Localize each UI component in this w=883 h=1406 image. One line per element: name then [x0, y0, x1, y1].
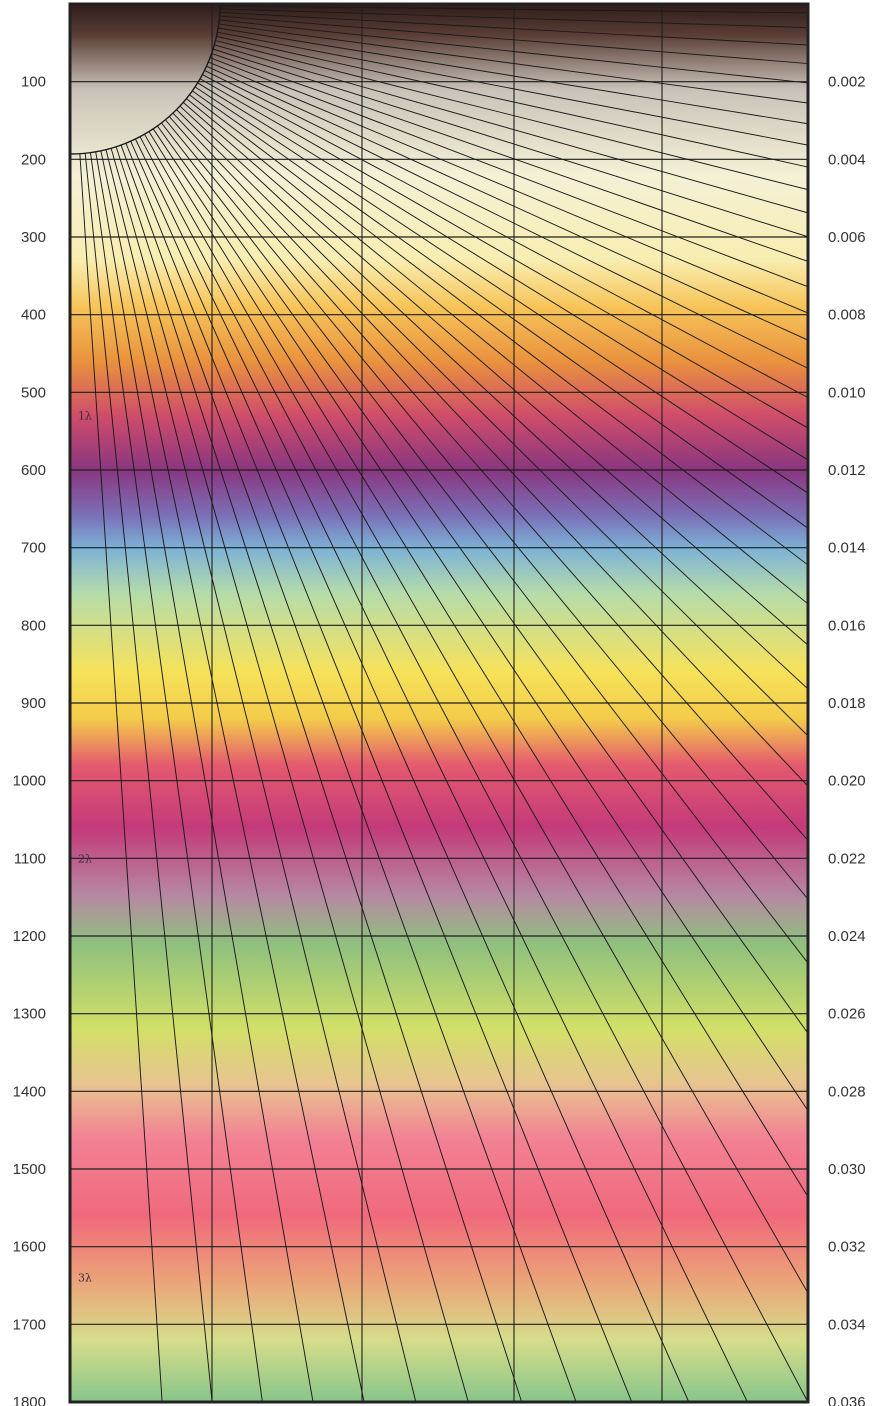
ray-line [194, 86, 808, 494]
ray-line [110, 148, 469, 1402]
ray-line [211, 52, 808, 262]
right-tick-label: 0.022 [828, 850, 866, 867]
right-tick-label: 0.012 [828, 462, 866, 479]
left-tick-label: 500 [21, 384, 46, 401]
ray-line [219, 11, 808, 46]
right-tick-label: 0.034 [828, 1316, 866, 1333]
ray-line [202, 74, 808, 399]
ray-line [152, 128, 808, 1112]
ray-line [215, 40, 808, 191]
ray-line [95, 151, 314, 1402]
right-tick-label: 0.018 [828, 695, 866, 712]
ray-line [197, 82, 808, 461]
right-tick-label: 0.036 [828, 1394, 866, 1406]
ray-line [134, 138, 748, 1402]
ray-line [186, 98, 808, 605]
left-tick-label: 1500 [13, 1161, 46, 1178]
ray-line [219, 15, 808, 65]
right-tick-label: 0.032 [828, 1239, 866, 1256]
right-tick-label: 0.020 [828, 773, 866, 790]
ray-line [84, 153, 213, 1402]
ray-line [212, 48, 808, 238]
left-axis-ticks: 100 200 300 400 500 600 700 800 900 1000 1100 1200 1… [13, 74, 46, 1406]
right-tick-label: 0.004 [828, 151, 866, 168]
right-tick-label: 0.006 [828, 229, 866, 246]
ray-line [216, 35, 808, 168]
ray-line [218, 23, 808, 104]
right-tick-label: 0.024 [828, 928, 866, 945]
left-tick-label: 1200 [13, 928, 46, 945]
ray-line [148, 131, 808, 1198]
ray-line [144, 133, 808, 1294]
right-tick-label: 0.014 [828, 540, 866, 557]
order-label: 3λ [78, 1272, 92, 1285]
ray-line [179, 105, 808, 690]
right-axis-ticks: 0.002 0.004 0.006 0.008 0.010 0.012 0.014 0.016… [828, 74, 866, 1406]
order-label: 2λ [78, 852, 92, 865]
left-tick-label: 700 [21, 540, 46, 557]
left-tick-label: 200 [21, 151, 46, 168]
left-tick-label: 100 [21, 74, 46, 91]
ray-line [208, 61, 808, 314]
ray-line [192, 90, 808, 529]
ray-line [209, 57, 808, 288]
vertical-grid [211, 4, 663, 1402]
ray-line [172, 112, 808, 787]
ray-line [217, 27, 808, 125]
ray-line [125, 143, 633, 1402]
right-tick-label: 0.030 [828, 1161, 866, 1178]
ray-line [182, 102, 808, 646]
left-tick-label: 1400 [13, 1083, 46, 1100]
ray-line [219, 5, 808, 14]
order-label: 1λ [78, 410, 92, 423]
ray-line [217, 31, 808, 146]
corner-arc [69, 3, 221, 155]
right-tick-label: 0.008 [828, 307, 866, 324]
ray-line [79, 153, 163, 1402]
ray-line [161, 122, 808, 964]
order-labels: 1λ 2λ 3λ [78, 410, 92, 1285]
left-tick-label: 1800 [13, 1394, 46, 1406]
left-tick-label: 600 [21, 462, 46, 479]
ray-line [204, 69, 808, 369]
left-tick-label: 900 [21, 695, 46, 712]
right-tick-label: 0.028 [828, 1083, 866, 1100]
ray-line [206, 65, 808, 341]
ray-line [120, 144, 577, 1402]
ray-line [115, 146, 523, 1402]
left-tick-label: 300 [21, 229, 46, 246]
ray-line [130, 140, 690, 1402]
left-tick-label: 400 [21, 307, 46, 324]
ray-line [100, 150, 365, 1402]
ray-line [176, 109, 808, 737]
right-tick-label: 0.026 [828, 1006, 866, 1023]
left-tick-label: 800 [21, 617, 46, 634]
ray-line [189, 94, 808, 566]
left-tick-label: 1700 [13, 1316, 46, 1333]
ray-line [199, 78, 808, 429]
ray-line [139, 136, 808, 1402]
ray-line [168, 116, 808, 841]
left-tick-label: 1600 [13, 1239, 46, 1256]
ray-line [165, 119, 808, 900]
ray-line [219, 19, 808, 84]
ray-line [105, 149, 417, 1402]
ray-fan [79, 5, 808, 1402]
ray-line [219, 8, 808, 29]
ray-line [214, 44, 808, 214]
right-tick-label: 0.002 [828, 74, 866, 91]
ray-line [157, 125, 808, 1034]
right-tick-label: 0.010 [828, 384, 866, 401]
left-tick-label: 1100 [14, 850, 46, 867]
left-tick-label: 1300 [13, 1006, 46, 1023]
left-tick-label: 1000 [13, 773, 46, 790]
right-tick-label: 0.016 [828, 617, 866, 634]
ray-line [89, 152, 263, 1402]
plot-border [68, 2, 810, 1404]
